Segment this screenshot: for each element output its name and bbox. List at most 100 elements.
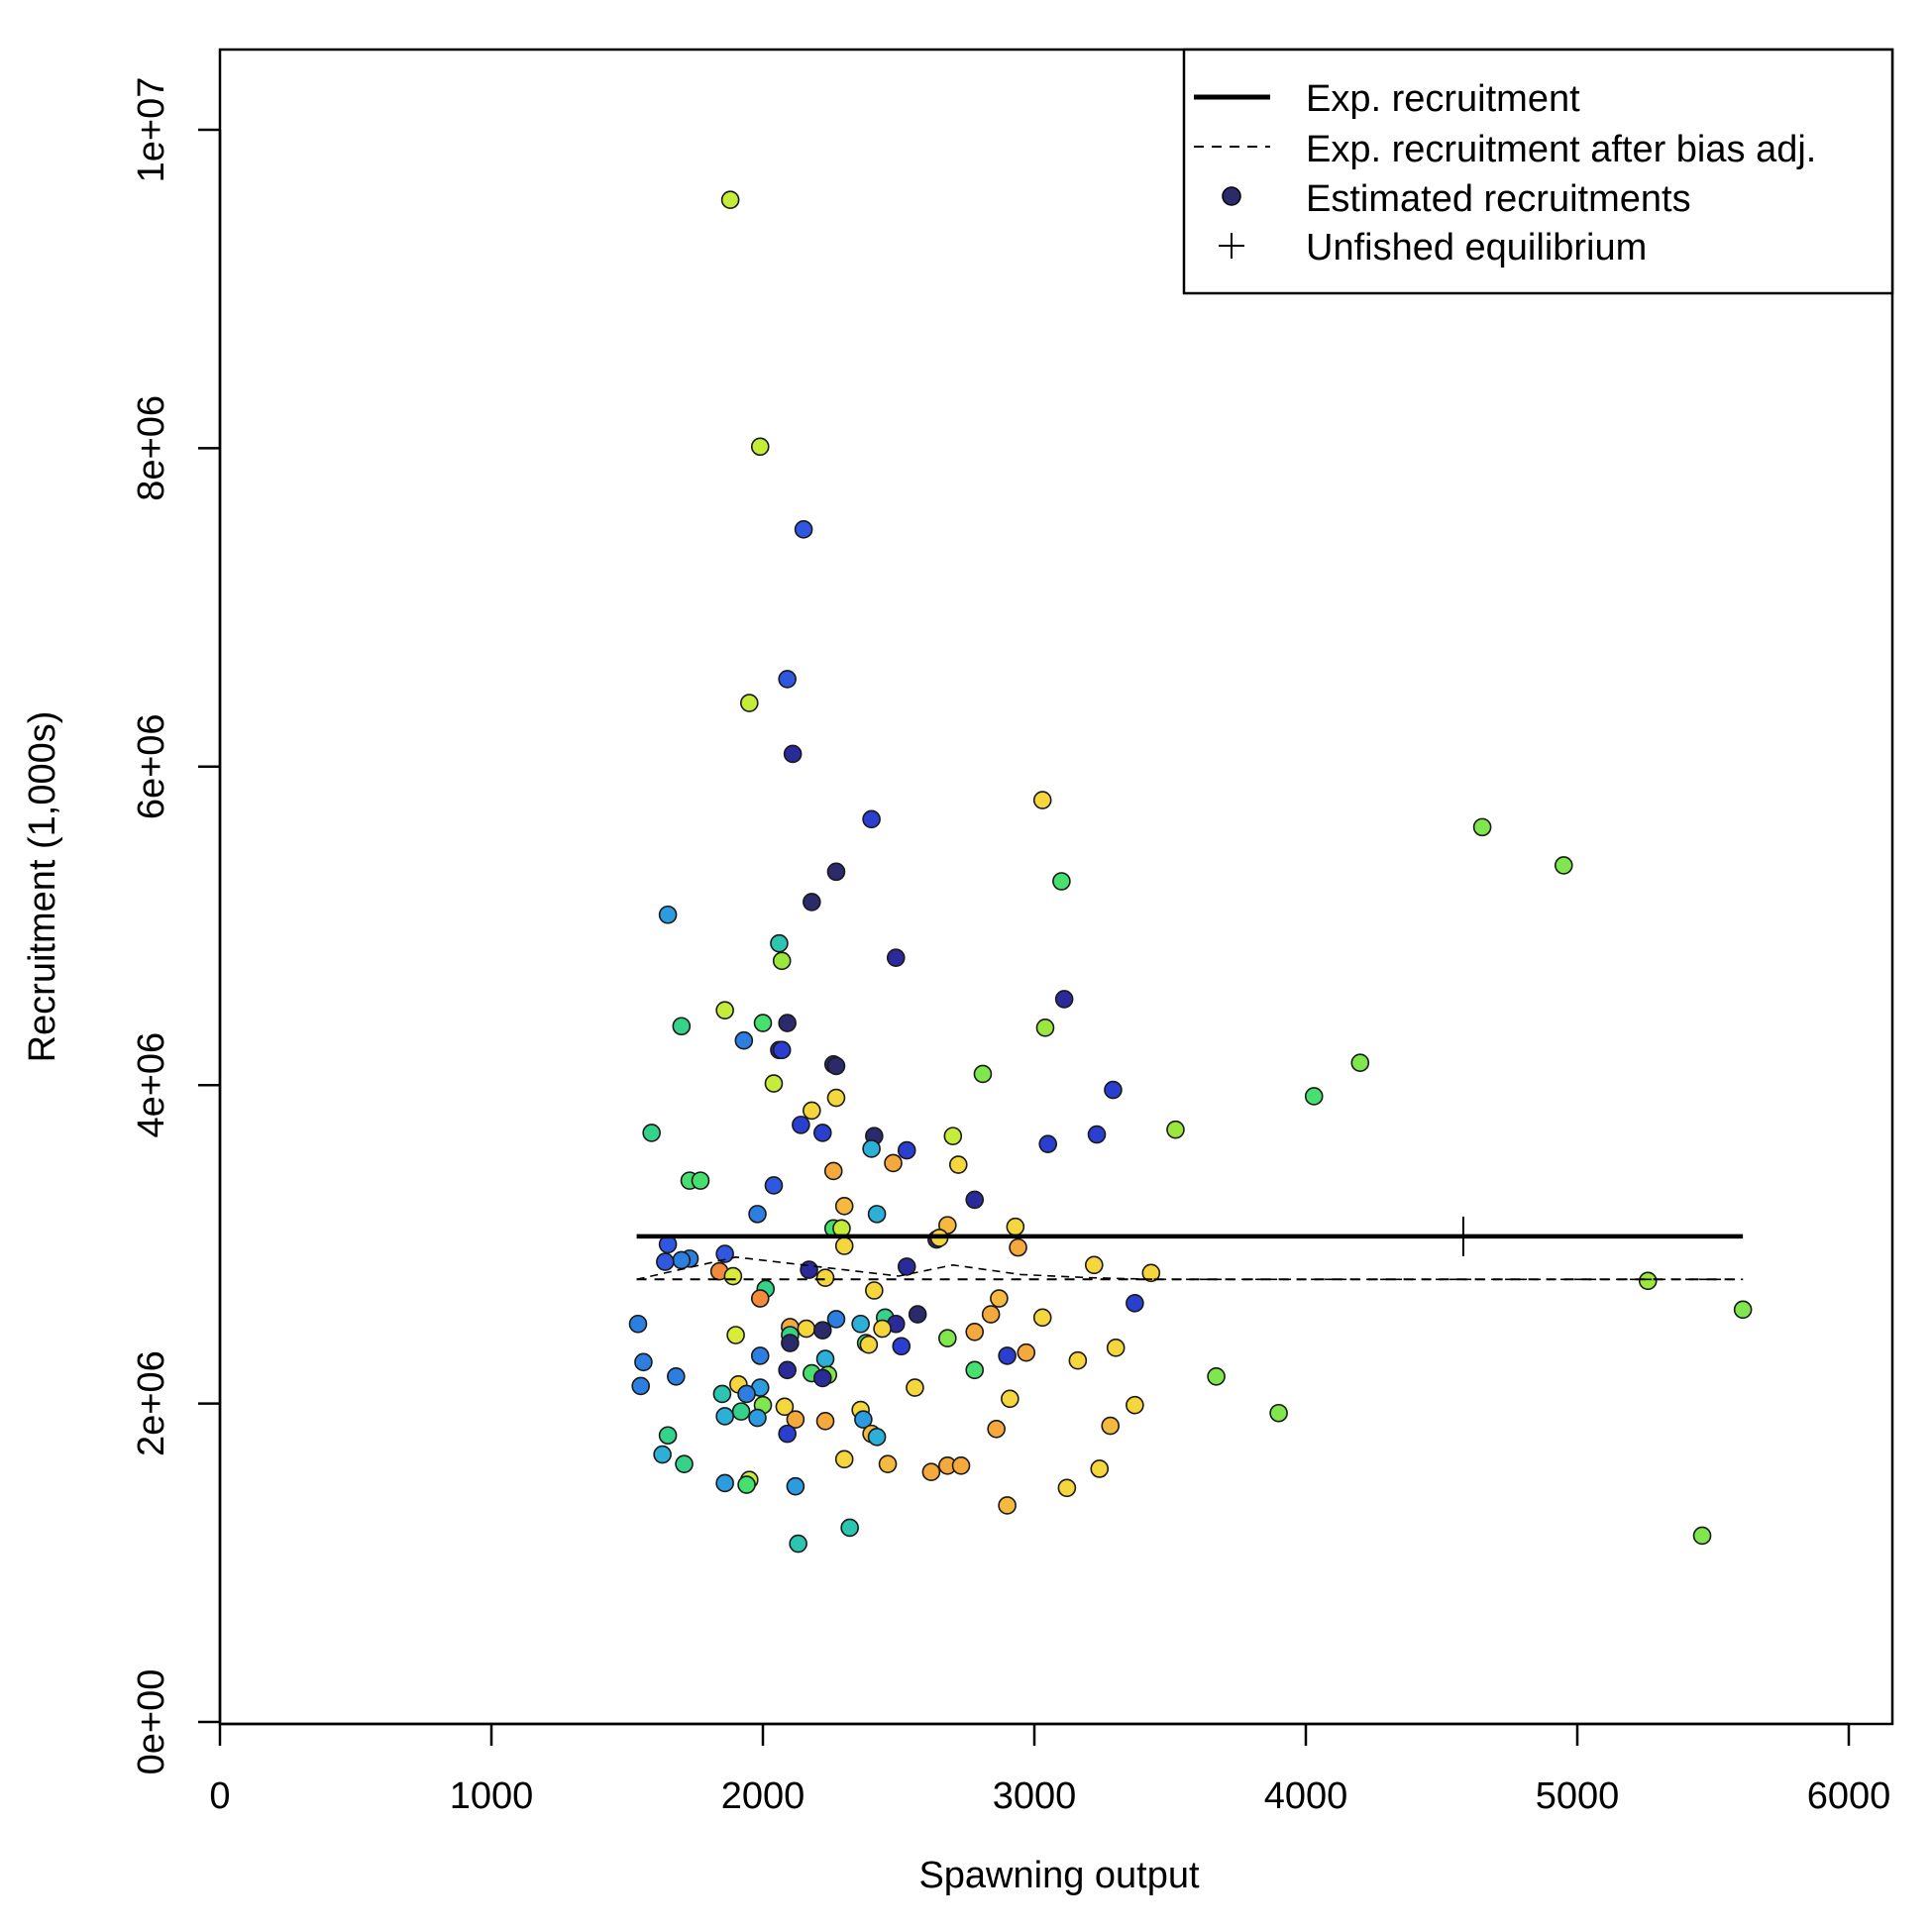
recruitment-point: [1106, 1339, 1126, 1357]
recruitment-point: [1472, 817, 1492, 837]
recruitment-point: [750, 437, 770, 457]
recruitment-point: [834, 1449, 854, 1469]
recruitment-point: [873, 1319, 892, 1339]
recruitment-point: [815, 1268, 835, 1287]
recruitment-point: [778, 1360, 797, 1380]
recruitment-point: [815, 1349, 835, 1368]
recruitment-point: [748, 1408, 767, 1428]
recruitment-point: [1038, 1134, 1057, 1153]
recruitment-point: [667, 1366, 686, 1386]
recruitment-point: [786, 1410, 805, 1429]
recruitment-point: [859, 1335, 879, 1354]
recruitment-point: [1084, 1255, 1104, 1275]
recruitment-point: [778, 1424, 797, 1444]
recruitment-point: [672, 1017, 692, 1036]
recruitment-point: [854, 1410, 873, 1429]
recruitment-point: [1032, 1308, 1052, 1328]
recruitment-point: [867, 1205, 887, 1224]
recruitment-point: [1087, 1125, 1107, 1144]
recruitment-point: [840, 1518, 859, 1538]
recruitment-point: [1126, 1294, 1144, 1313]
recruitment-point: [1054, 990, 1074, 1009]
x-axis-title: Spawning output: [918, 1855, 1200, 1896]
recruitment-point: [823, 1161, 843, 1181]
recruitment-point: [1350, 1053, 1370, 1073]
recruitment-point: [1638, 1271, 1658, 1291]
recruitment-point: [715, 1407, 734, 1426]
recruitment-point: [778, 670, 797, 689]
recruitment-point: [772, 951, 792, 971]
recruitment-point: [781, 1334, 800, 1352]
recruitment-point: [921, 1462, 941, 1482]
recruitment-point: [1017, 1342, 1036, 1362]
recruitment-point: [803, 893, 821, 912]
recruitment-point: [981, 1305, 1001, 1324]
points-layer: [628, 190, 1753, 1554]
recruitment-point: [720, 190, 740, 210]
recruitment-point: [1269, 1403, 1288, 1423]
recruitment-point: [775, 1397, 795, 1417]
recruitment-point: [723, 1266, 743, 1286]
legend-bias-adj-label: Exp. recruitment after bias adj.: [1306, 129, 1816, 170]
recruitment-point: [998, 1346, 1017, 1365]
recruitment-point: [786, 1476, 805, 1496]
legend-exp-recruitment-label: Exp. recruitment: [1306, 78, 1580, 120]
recruitment-point: [748, 1205, 767, 1224]
recruitment-point: [965, 1190, 985, 1210]
recruitment-point: [906, 1378, 924, 1397]
recruitment-point: [1141, 1263, 1161, 1283]
bias-adj-path: [636, 1255, 1744, 1281]
recruitment-point: [712, 1384, 732, 1404]
x-tick-label: 4000: [1264, 1775, 1348, 1817]
recruitment-point: [1733, 1300, 1753, 1320]
recruitment-point: [753, 1014, 773, 1032]
recruitment-point: [792, 1116, 810, 1134]
recruitment-point: [938, 1329, 957, 1348]
recruitment-point: [938, 1216, 957, 1234]
x-tick-label: 2000: [721, 1775, 805, 1817]
recruitment-point: [826, 862, 846, 882]
recruitment-point: [1104, 1080, 1123, 1100]
recruitment-point: [1166, 1120, 1185, 1139]
legend-estimated-dot-icon: [1222, 186, 1241, 206]
legend-plus-icon: [1219, 233, 1244, 259]
recruitment-point: [834, 1236, 854, 1255]
recruitment-point: [884, 1153, 903, 1173]
recruitment-point: [812, 1124, 832, 1142]
x-tick-label: 1000: [450, 1775, 534, 1817]
recruitment-point: [1052, 872, 1071, 891]
y-tick-label: 2e+06: [131, 1350, 172, 1456]
recruitment-point: [1035, 1019, 1055, 1037]
recruitment-point: [783, 744, 803, 764]
recruitment-point: [886, 948, 906, 967]
recruitment-point: [965, 1322, 985, 1342]
recruitment-point: [897, 1140, 916, 1160]
x-axis: 0 1000 2000 3000 4000 5000 6000: [209, 1722, 1891, 1817]
recruitment-point: [812, 1368, 832, 1388]
legend-box: [1182, 48, 1894, 295]
recruitment-point: [794, 520, 813, 539]
recruitment-point: [943, 1127, 963, 1145]
recruitment-point: [1207, 1366, 1226, 1386]
lines-layer: [636, 1216, 1744, 1281]
y-axis-title: Recruitment (1,000s): [22, 711, 63, 1063]
x-tick-label: 0: [209, 1775, 230, 1817]
recruitment-point: [865, 1281, 884, 1300]
recruitment-point: [1126, 1395, 1144, 1415]
recruitment-point: [1090, 1459, 1110, 1478]
recruitment-point: [797, 1319, 816, 1339]
recruitment-point: [812, 1321, 832, 1340]
recruitment-point: [770, 933, 789, 953]
x-tick-label: 6000: [1807, 1775, 1891, 1817]
y-tick-label: 4e+06: [131, 1032, 172, 1138]
recruitment-point: [1057, 1478, 1077, 1498]
recruitment-point: [867, 1428, 887, 1447]
recruitment-point: [973, 1064, 993, 1084]
recruitment-point: [1006, 1217, 1025, 1236]
recruitment-point: [656, 1252, 675, 1271]
recruitment-point: [731, 1402, 751, 1421]
recruitment-point: [764, 1176, 784, 1195]
recruitment-point: [778, 1014, 797, 1032]
recruitment-point: [750, 1346, 770, 1365]
